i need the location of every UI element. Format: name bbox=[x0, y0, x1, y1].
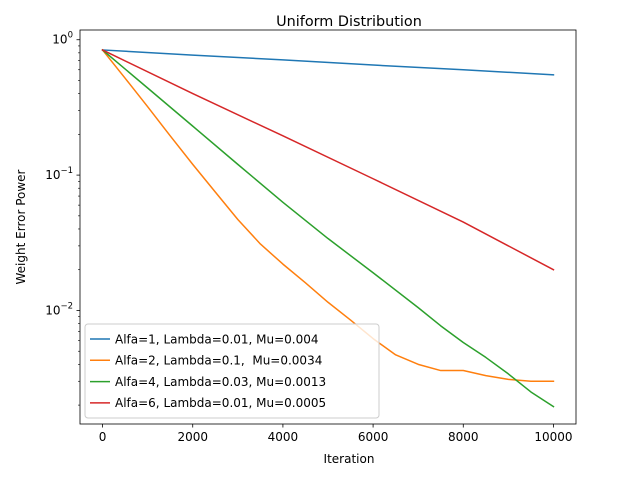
x-tick-label: 10000 bbox=[534, 430, 572, 444]
legend-label-4: Alfa=6, Lambda=0.01, Mu=0.0005 bbox=[115, 396, 326, 410]
series-line-4 bbox=[101, 48, 555, 271]
series-line-1 bbox=[101, 49, 555, 76]
y-axis-label: Weight Error Power bbox=[14, 169, 28, 284]
y-tick-label: 10−2 bbox=[45, 301, 73, 317]
series-line-3 bbox=[101, 48, 555, 408]
legend-items: Alfa=1, Lambda=0.01, Mu=0.004 Alfa=2, Lam… bbox=[90, 332, 326, 410]
legend-label-1: Alfa=1, Lambda=0.01, Mu=0.004 bbox=[115, 332, 319, 346]
axes-frame bbox=[79, 29, 577, 425]
x-axis-label: Iteration bbox=[324, 452, 375, 466]
series-line-2 bbox=[101, 48, 555, 383]
legend-box bbox=[84, 323, 380, 419]
chart-title: Uniform Distribution bbox=[276, 14, 422, 30]
y-tick-label: 10−1 bbox=[45, 166, 73, 182]
x-tick-label: 0 bbox=[99, 430, 107, 444]
x-tick-label: 4000 bbox=[268, 430, 299, 444]
legend-label-2: Alfa=2, Lambda=0.1, Mu=0.0034 bbox=[115, 354, 322, 368]
axes-spines bbox=[79, 29, 577, 425]
y-tick-label: 100 bbox=[52, 31, 73, 47]
legend: Alfa=1, Lambda=0.01, Mu=0.004 Alfa=2, Lam… bbox=[84, 323, 380, 419]
x-tick-label: 6000 bbox=[358, 430, 389, 444]
y-axis-ticks: 10−2 10−1 100 bbox=[45, 31, 80, 406]
series-layer bbox=[101, 48, 555, 408]
x-tick-label: 2000 bbox=[177, 430, 208, 444]
x-axis-ticks: 0 2000 4000 6000 8000 10000 bbox=[99, 424, 573, 444]
legend-label-3: Alfa=4, Lambda=0.03, Mu=0.0013 bbox=[115, 375, 326, 389]
x-tick-label: 8000 bbox=[448, 430, 479, 444]
